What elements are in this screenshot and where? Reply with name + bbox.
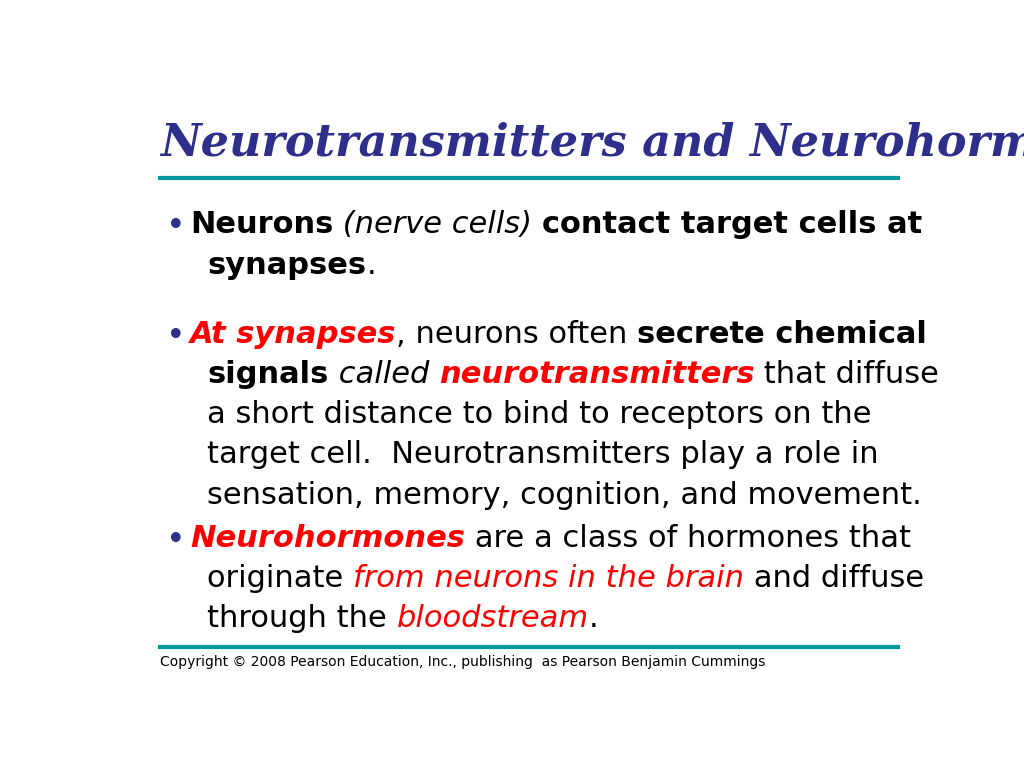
Text: •: • <box>166 524 185 557</box>
Text: Copyright © 2008 Pearson Education, Inc., publishing  as Pearson Benjamin Cummin: Copyright © 2008 Pearson Education, Inc.… <box>160 655 765 669</box>
Text: At synapses: At synapses <box>189 319 396 349</box>
Text: through the: through the <box>207 604 397 634</box>
Text: •: • <box>166 210 185 243</box>
Text: secrete chemical: secrete chemical <box>637 319 928 349</box>
Text: Neurohormones: Neurohormones <box>189 524 465 553</box>
Text: originate: originate <box>207 564 353 593</box>
Text: .: . <box>589 604 599 634</box>
Text: a short distance to bind to receptors on the: a short distance to bind to receptors on… <box>207 400 871 429</box>
Text: from neurons in the brain: from neurons in the brain <box>353 564 744 593</box>
Text: .: . <box>367 250 376 280</box>
Text: and diffuse: and diffuse <box>744 564 925 593</box>
Text: sensation, memory, cognition, and movement.: sensation, memory, cognition, and moveme… <box>207 481 922 510</box>
Text: •: • <box>166 319 185 353</box>
Text: neurotransmitters: neurotransmitters <box>439 360 755 389</box>
Text: that diffuse: that diffuse <box>755 360 939 389</box>
Text: are a class of hormones that: are a class of hormones that <box>465 524 910 553</box>
Text: synapses: synapses <box>207 250 367 280</box>
Text: , neurons often: , neurons often <box>396 319 637 349</box>
Text: (nerve cells): (nerve cells) <box>333 210 542 240</box>
Text: Neurons: Neurons <box>189 210 333 240</box>
Text: signals: signals <box>207 360 329 389</box>
Text: contact target cells at: contact target cells at <box>542 210 923 240</box>
Text: called: called <box>329 360 439 389</box>
Text: bloodstream: bloodstream <box>397 604 589 634</box>
Text: Neurotransmitters and Neurohormones: Neurotransmitters and Neurohormones <box>160 121 1024 164</box>
Text: target cell.  Neurotransmitters play a role in: target cell. Neurotransmitters play a ro… <box>207 441 879 469</box>
